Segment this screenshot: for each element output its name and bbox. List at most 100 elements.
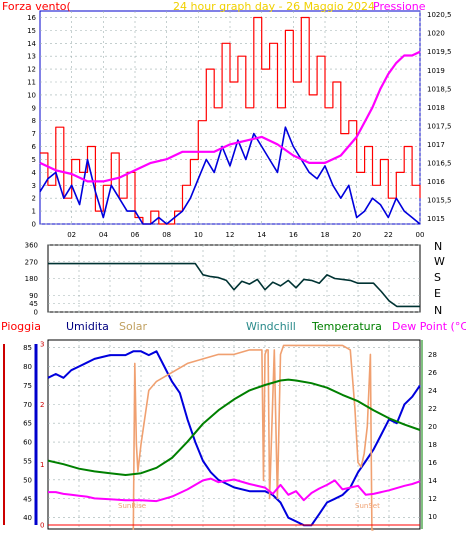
humidity-label: Umidita bbox=[66, 320, 109, 333]
temperature-tick-label: 16 bbox=[428, 459, 437, 467]
time-tick-label: 16 bbox=[289, 231, 298, 239]
temperature-tick-label: 18 bbox=[428, 441, 437, 449]
time-tick-label: 02 bbox=[67, 231, 76, 239]
humidity-tick-label: 80 bbox=[23, 363, 32, 371]
wind-tick-label: 13 bbox=[27, 53, 36, 61]
pressure-tick-label: 1017 bbox=[427, 141, 445, 149]
series-temperatura bbox=[47, 378, 421, 476]
wind-tick-label: 5 bbox=[32, 156, 36, 164]
series-umidita bbox=[47, 350, 421, 527]
temperature-tick-label: 12 bbox=[428, 495, 437, 503]
series-direzione-vento bbox=[48, 262, 420, 308]
rain-label: Pioggia bbox=[1, 320, 41, 333]
chart-title: 24 hour graph day - 26 Maggio 2024 bbox=[173, 0, 375, 13]
time-tick-label: 22 bbox=[384, 231, 393, 239]
humidity-tick-label: 60 bbox=[23, 439, 32, 447]
temperature-tick-label: 14 bbox=[428, 477, 437, 485]
pressure-tick-label: 1015,5 bbox=[427, 196, 452, 204]
pressure-tick-label: 1020 bbox=[427, 30, 445, 38]
wind-tick-label: 8 bbox=[32, 117, 36, 125]
pressure-tick-label: 1020,5 bbox=[427, 11, 452, 19]
direction-tick-label: 270 bbox=[25, 258, 38, 266]
direction-tick-label: 360 bbox=[25, 242, 38, 250]
wind-tick-label: 10 bbox=[27, 91, 36, 99]
direction-grid bbox=[48, 244, 420, 313]
temperature-tick-label: 24 bbox=[428, 387, 437, 395]
humidity-tick-label: 85 bbox=[23, 344, 32, 352]
pressure-tick-label: 1018,5 bbox=[427, 85, 452, 93]
humidity-tick-label: 55 bbox=[23, 457, 32, 465]
wind-tick-label: 6 bbox=[32, 143, 37, 151]
wind-tick-label: 3 bbox=[32, 182, 36, 190]
temp-grid bbox=[3, 340, 423, 529]
wind-tick-label: 15 bbox=[27, 27, 36, 35]
time-tick-label: 18 bbox=[321, 231, 330, 239]
direction-tick-label: 0 bbox=[34, 309, 38, 317]
compass-n-bottom: N bbox=[434, 304, 442, 317]
pressure-tick-label: 1016 bbox=[427, 178, 445, 186]
series-pressione bbox=[39, 50, 421, 183]
wind-tick-label: 0 bbox=[32, 221, 36, 229]
pressure-label: Pressione bbox=[373, 0, 426, 13]
wind-lines bbox=[39, 16, 421, 225]
time-tick-label: 08 bbox=[162, 231, 171, 239]
humidity-tick-label: 40 bbox=[23, 514, 32, 522]
wind-tick-label: 12 bbox=[27, 66, 36, 74]
series-dew-point bbox=[48, 477, 421, 503]
time-tick-label: 14 bbox=[257, 231, 266, 239]
wind-tick-label: 14 bbox=[27, 40, 36, 48]
humidity-tick-label: 65 bbox=[23, 420, 32, 428]
windchill-label: Windchill bbox=[246, 320, 296, 333]
wind-tick-label: 16 bbox=[27, 14, 36, 22]
compass-w: W bbox=[434, 255, 445, 268]
pressure-tick-label: 1015 bbox=[427, 215, 445, 223]
humidity-tick-label: 45 bbox=[23, 495, 32, 503]
wind-tick-label: 9 bbox=[32, 104, 36, 112]
temperature-tick-label: 20 bbox=[428, 423, 437, 431]
time-tick-label: 04 bbox=[99, 231, 108, 239]
direction-tick-label: 180 bbox=[25, 275, 38, 283]
rain-tick-label: 2 bbox=[40, 401, 44, 409]
solar-label: Solar bbox=[119, 320, 148, 333]
temperature-label: Temperatura bbox=[311, 320, 382, 333]
sunset-label: SunSet bbox=[355, 502, 380, 510]
pressure-tick-label: 1018 bbox=[427, 104, 445, 112]
wind-tick-label: 1 bbox=[32, 208, 36, 216]
humidity-tick-label: 75 bbox=[23, 382, 32, 390]
temperature-tick-label: 28 bbox=[428, 351, 437, 359]
wind-tick-label: 7 bbox=[32, 130, 36, 138]
compass-n-top: N bbox=[434, 240, 442, 253]
series-raffica bbox=[39, 126, 421, 225]
temperature-tick-label: 26 bbox=[428, 369, 437, 377]
pressure-tick-label: 1016,5 bbox=[427, 159, 452, 167]
rain-tick-label: 0 bbox=[40, 522, 44, 530]
series-forza-vento bbox=[40, 16, 421, 225]
time-tick-label: 06 bbox=[131, 231, 140, 239]
wind-tick-label: 11 bbox=[27, 79, 36, 87]
compass-s: S bbox=[434, 271, 441, 284]
pressure-tick-label: 1019,5 bbox=[427, 48, 452, 56]
pressure-tick-label: 1017,5 bbox=[427, 122, 452, 130]
wind-tick-label: 2 bbox=[32, 195, 36, 203]
temp-ticks: 4045505560657075808501231012141618202224… bbox=[23, 341, 437, 530]
compass-e: E bbox=[434, 287, 441, 300]
time-tick-label: 00 bbox=[416, 231, 425, 239]
humidity-tick-label: 70 bbox=[23, 401, 32, 409]
humidity-tick-label: 50 bbox=[23, 476, 32, 484]
direction-tick-label: 45 bbox=[29, 300, 38, 308]
rain-tick-label: 1 bbox=[40, 461, 44, 469]
time-tick-label: 20 bbox=[352, 231, 361, 239]
dewpoint-label: Dew Point (°C) bbox=[392, 320, 466, 333]
sunrise-label: SunRise bbox=[118, 502, 146, 510]
wind-tick-label: 4 bbox=[32, 169, 37, 177]
direction-tick-label: 90 bbox=[29, 292, 38, 300]
rain-tick-label: 3 bbox=[40, 341, 44, 349]
series-solar bbox=[132, 344, 374, 531]
time-tick-label: 12 bbox=[226, 231, 235, 239]
temp-lines bbox=[47, 344, 421, 531]
time-tick-label: 10 bbox=[194, 231, 203, 239]
temperature-tick-label: 22 bbox=[428, 405, 437, 413]
